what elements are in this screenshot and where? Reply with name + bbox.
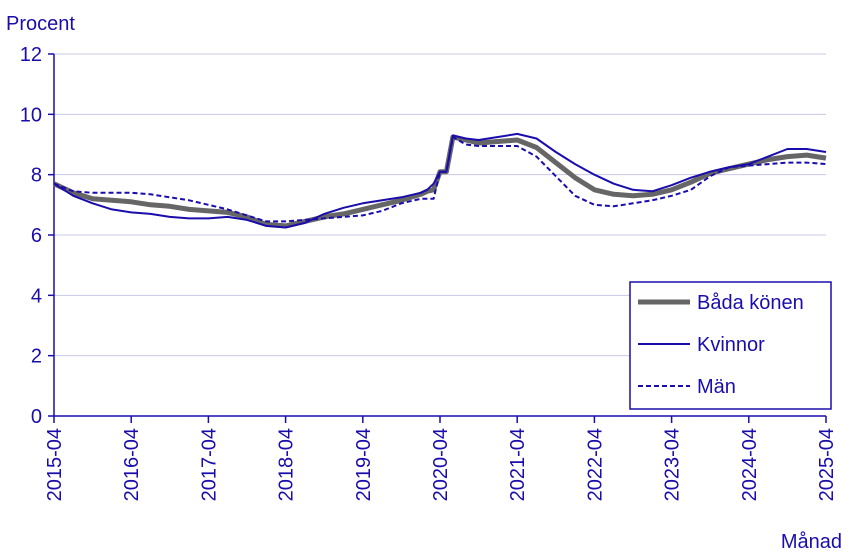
y-tick-label: 0 (31, 406, 42, 428)
y-tick-label: 6 (31, 225, 42, 247)
y-axis-title: Procent (6, 13, 75, 35)
y-tick-label: 10 (20, 104, 42, 126)
x-tick-label: 2021-04 (507, 428, 529, 501)
series-lines (52, 132, 827, 229)
legend-label-women: Kvinnor (697, 334, 765, 356)
y-tick-label: 8 (31, 165, 42, 187)
x-axis-title: Månad (781, 531, 842, 553)
x-tick-label: 2025-04 (816, 428, 838, 501)
y-tick-label: 12 (20, 44, 42, 66)
series-line-both (52, 134, 827, 229)
legend: Båda könen Kvinnor Män (629, 281, 832, 410)
x-tick-label: 2023-04 (662, 428, 684, 501)
legend-label-both: Båda könen (697, 292, 804, 314)
x-tick-label: 2022-04 (584, 428, 606, 501)
x-tick-label: 2016-04 (121, 428, 143, 501)
x-tick-label: 2017-04 (198, 428, 220, 501)
y-tick-label: 2 (31, 346, 42, 368)
x-tick-label: 2019-04 (353, 428, 375, 501)
y-axis-tick-labels: 0 2 4 6 8 10 12 (20, 44, 54, 428)
series-line-women (53, 132, 827, 229)
x-tick-label: 2015-04 (44, 428, 66, 501)
y-tick-label: 4 (31, 285, 42, 307)
x-tick-label: 2018-04 (276, 428, 298, 501)
legend-label-men: Män (697, 376, 736, 398)
x-axis-tick-labels: 2015-04 2016-04 2017-04 2018-04 2019-04 2020-… (44, 416, 838, 501)
x-tick-label: 2024-04 (739, 428, 761, 501)
x-tick-label: 2020-04 (430, 428, 452, 501)
series-line-men (53, 136, 827, 223)
